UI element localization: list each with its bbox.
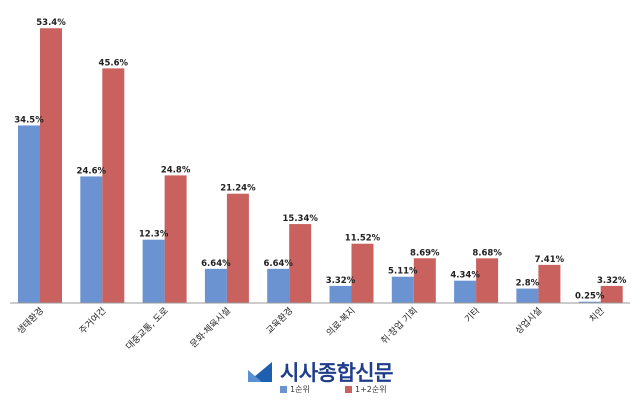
bar-rank1-7 (454, 280, 477, 303)
category-labels: 생태환경 주거여건 대중교통, 도로 문화·체육시설 교육환경 의료·복지 취·창업 기회 기… (14, 305, 607, 353)
value-label: 15.34% (282, 214, 318, 224)
bar-rank1-9 (578, 301, 601, 303)
value-label: 3.32% (326, 276, 356, 286)
value-label: 3.32% (597, 276, 627, 286)
legend-swatch-1 (345, 386, 352, 393)
value-label: 11.52% (345, 234, 381, 244)
value-label: 12.3% (139, 230, 169, 240)
value-label: 21.24% (220, 184, 256, 194)
value-label: 5.11% (388, 267, 418, 277)
bar-rank12-2 (164, 175, 187, 303)
bar-rank1-1 (80, 176, 103, 303)
bar-rank12-3 (226, 193, 249, 303)
sisa-logo-icon (248, 362, 272, 382)
bar-rank1-8 (516, 288, 539, 303)
brand-logo: 시사종합신문 (246, 358, 393, 386)
value-label: 7.41% (535, 255, 565, 265)
legend-swatch-0 (280, 386, 287, 393)
bars-layer (18, 28, 623, 304)
bar-rank1-2 (142, 239, 165, 303)
value-label: 0.25% (575, 292, 605, 302)
bar-rank12-6 (413, 258, 436, 303)
value-label: 2.8% (516, 279, 540, 289)
value-label: 6.64% (201, 259, 231, 269)
category-label: 생태환경 (14, 305, 46, 337)
category-label: 상업시설 (513, 305, 544, 336)
category-label: 교육환경 (263, 305, 295, 337)
bar-rank12-4 (289, 224, 312, 303)
category-label: 문화·체육시설 (188, 305, 233, 350)
category-label: 기타 (463, 305, 483, 325)
value-label: 4.34% (450, 271, 480, 281)
category-label: 의료·복지 (324, 305, 357, 338)
value-label: 53.4% (36, 18, 66, 28)
legend-label-0: 1순위 (290, 385, 310, 394)
value-label: 6.64% (263, 259, 293, 269)
bar-rank12-1 (102, 68, 125, 303)
brand-name: 시사종합신문 (280, 361, 393, 385)
value-label: 45.6% (99, 58, 129, 68)
category-label: 취·창업 기회 (379, 305, 420, 346)
bar-rank12-0 (40, 28, 62, 303)
value-labels: 34.5% 53.4% 24.6% 45.6% 12.3% 24.8% 6.64% 21.24… (14, 18, 627, 301)
value-label: 8.68% (472, 248, 502, 258)
category-label: 주거여건 (77, 305, 109, 337)
bar-rank12-8 (538, 264, 561, 303)
bar-rank1-5 (329, 285, 352, 303)
value-label: 34.5% (14, 115, 44, 125)
bar-rank1-4 (267, 268, 290, 303)
legend: 1순위 1+2순위 (280, 385, 387, 394)
value-label: 24.6% (77, 166, 107, 176)
bar-rank12-5 (351, 243, 374, 303)
legend-label-1: 1+2순위 (355, 385, 387, 394)
bar-rank1-3 (204, 268, 227, 303)
bar-rank12-9 (600, 285, 623, 303)
category-label: 대중교통, 도로 (124, 305, 171, 352)
value-label: 24.8% (161, 165, 191, 175)
bar-rank12-7 (476, 258, 499, 303)
category-label: 치안 (587, 305, 607, 325)
value-label: 8.69% (410, 248, 440, 258)
bar-rank1-0 (18, 125, 40, 304)
bar-rank1-6 (391, 276, 414, 303)
